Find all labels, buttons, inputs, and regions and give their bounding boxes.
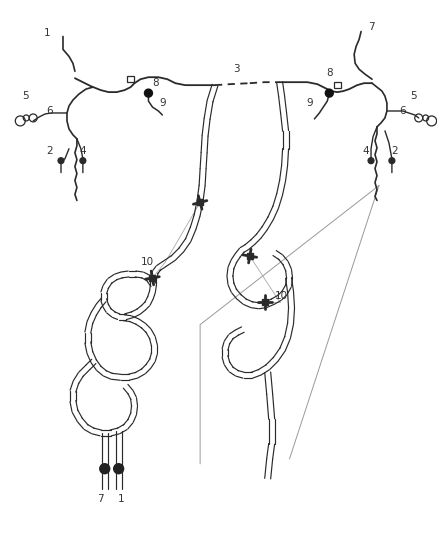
Bar <box>334 82 341 88</box>
Text: 2: 2 <box>392 146 398 156</box>
Bar <box>127 76 134 82</box>
Text: 4: 4 <box>80 146 86 156</box>
Text: 4: 4 <box>363 146 369 156</box>
Circle shape <box>145 89 152 97</box>
Text: 5: 5 <box>410 91 417 101</box>
Circle shape <box>100 464 110 474</box>
Text: 9: 9 <box>306 98 313 108</box>
Circle shape <box>368 158 374 164</box>
Text: 5: 5 <box>22 91 28 101</box>
Text: 6: 6 <box>46 106 53 116</box>
Text: 8: 8 <box>326 68 332 78</box>
Text: 2: 2 <box>46 146 53 156</box>
Text: 10: 10 <box>141 257 154 267</box>
Circle shape <box>325 89 333 97</box>
Text: 9: 9 <box>159 98 166 108</box>
Text: 6: 6 <box>399 106 406 116</box>
Text: 8: 8 <box>152 78 159 88</box>
Circle shape <box>114 464 124 474</box>
Circle shape <box>58 158 64 164</box>
Text: 3: 3 <box>233 64 240 74</box>
Text: 10: 10 <box>275 291 288 301</box>
Text: 7: 7 <box>97 494 104 504</box>
Circle shape <box>389 158 395 164</box>
Text: 1: 1 <box>44 28 50 38</box>
Text: 1: 1 <box>117 494 124 504</box>
Text: 7: 7 <box>368 21 374 31</box>
Circle shape <box>80 158 86 164</box>
